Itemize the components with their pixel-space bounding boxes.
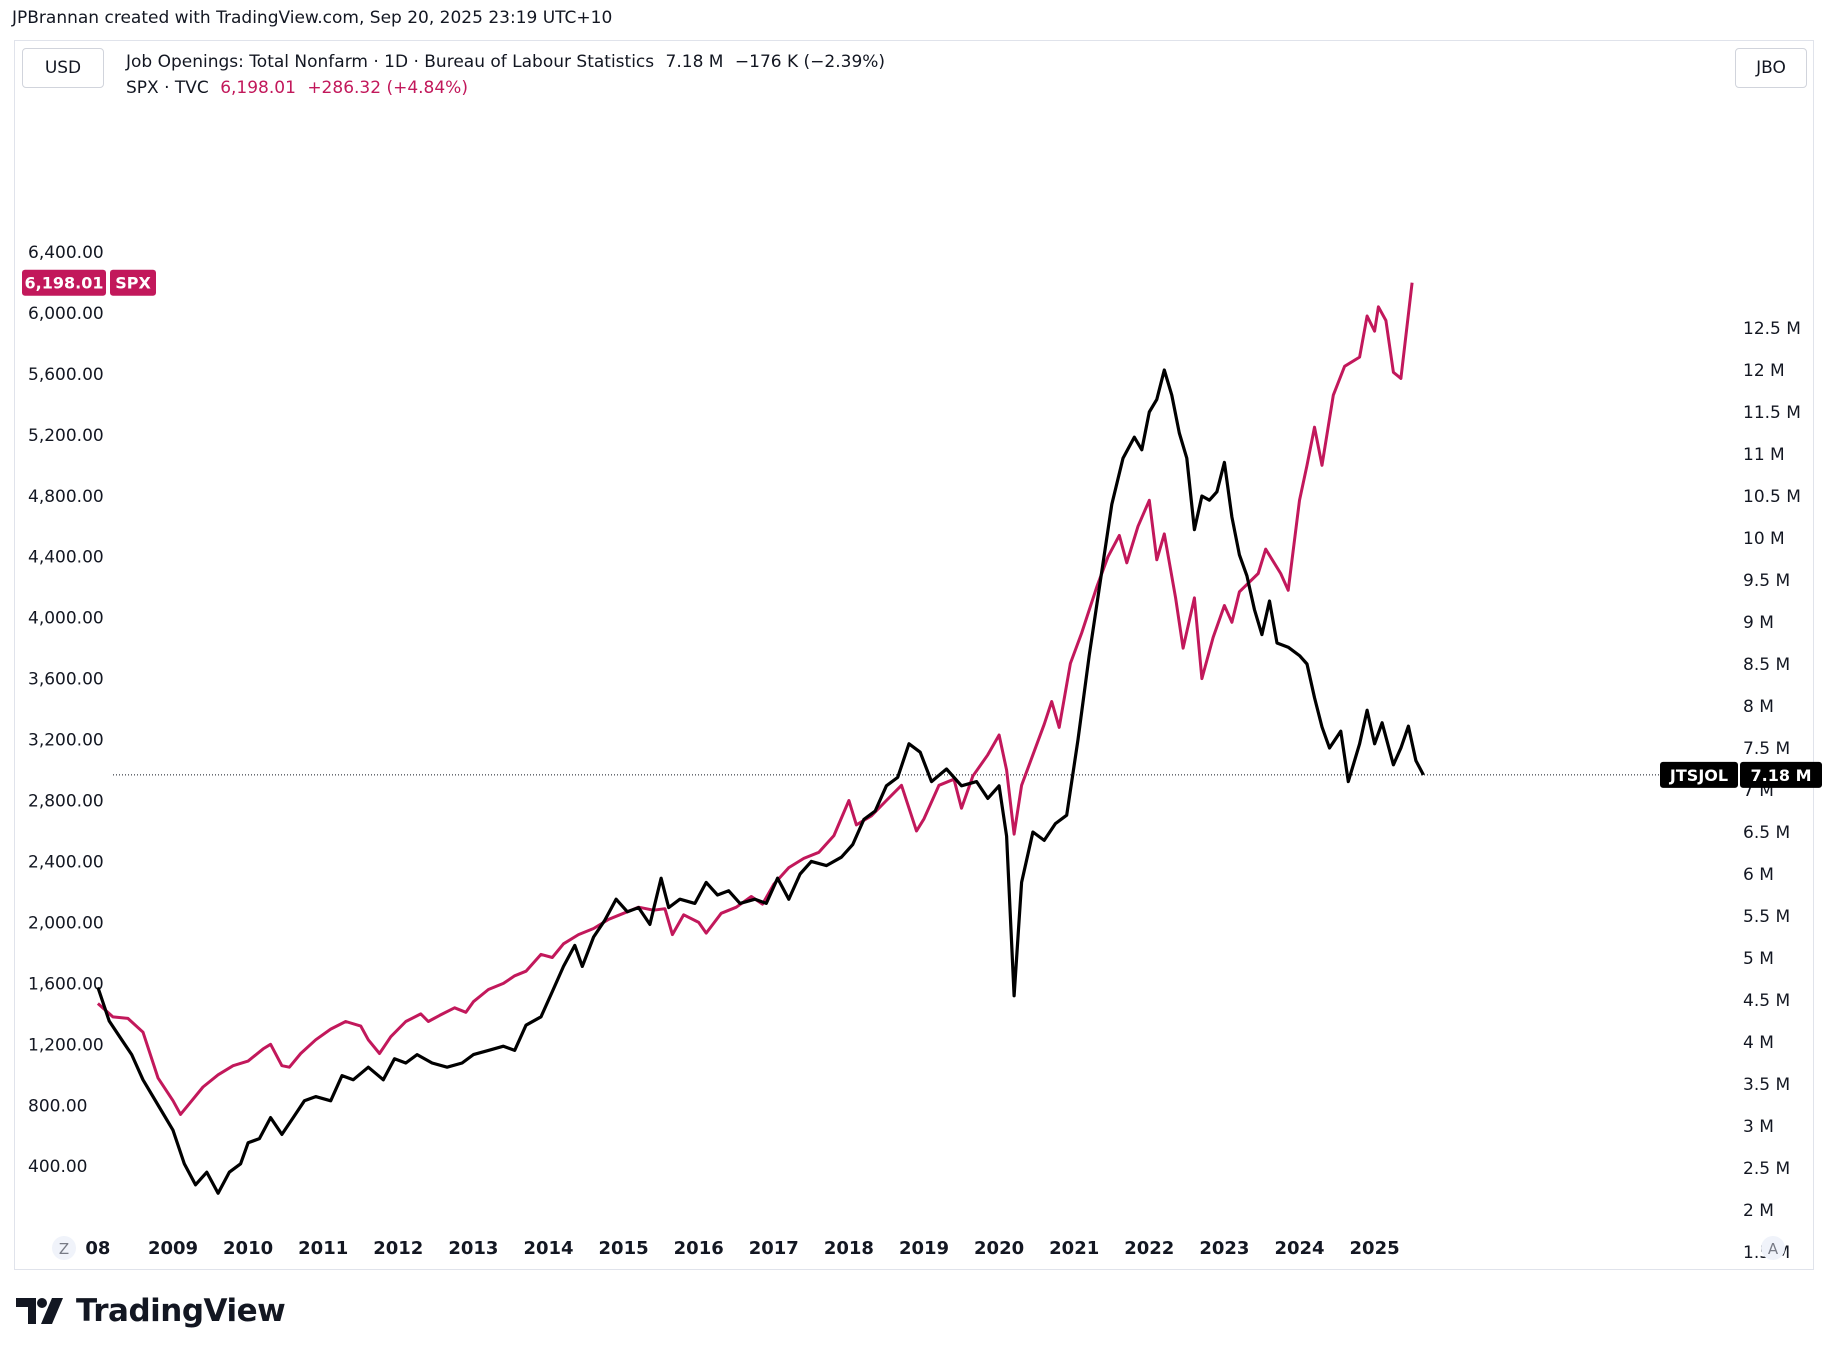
left-axis-tick-label: 5,600.00 [28, 365, 104, 385]
currency-button[interactable]: USD [22, 48, 104, 88]
tradingview-wordmark: TradingView [76, 1293, 286, 1329]
spx-series-line [96, 282, 1414, 1116]
jobs-symbol-tag-label: JTSJOL [1669, 766, 1728, 785]
left-axis-tick-label: 1,200.00 [28, 1035, 104, 1055]
left-axis-tick-label: 4,800.00 [28, 487, 104, 507]
left-axis-tick-label: 800.00 [28, 1096, 87, 1116]
tradingview-logo-icon [16, 1298, 63, 1324]
x-axis-tick-label: 2015 [599, 1238, 649, 1259]
left-axis-tick-label: 5,200.00 [28, 426, 104, 446]
x-axis-tick-label: 2022 [1124, 1238, 1174, 1259]
left-axis-tick-label: 3,600.00 [28, 670, 104, 690]
right-axis-tick-label: 8 M [1743, 697, 1774, 717]
right-axis-tick-label: 9 M [1743, 613, 1774, 633]
x-axis-tick-label: 2012 [373, 1238, 423, 1259]
x-axis-tick-label: 2020 [974, 1238, 1024, 1259]
log-scale-toggle-label: Z [59, 1240, 69, 1258]
right-axis-tick-label: 11.5 M [1743, 403, 1801, 423]
chart-panel [14, 40, 1814, 1270]
right-axis-tick-label: 10 M [1743, 529, 1785, 549]
right-axis-tick-label: 7.5 M [1743, 739, 1790, 759]
spx-price-tag [22, 269, 106, 296]
x-axis-tick-label: 2009 [148, 1238, 198, 1259]
left-axis-tick-label: 4,400.00 [28, 548, 104, 568]
x-axis-tick-label: 2013 [448, 1238, 498, 1259]
x-axis-tick-label: 2017 [749, 1238, 799, 1259]
job-openings-series-line [96, 368, 1425, 1195]
left-axis-tick-label: 3,200.00 [28, 731, 104, 751]
x-axis-tick-label: 2021 [1049, 1238, 1099, 1259]
auto-scale-toggle [1761, 1236, 1785, 1260]
scale-button[interactable]: JBO [1735, 48, 1807, 88]
x-axis-tick-label: 2023 [1199, 1238, 1249, 1259]
right-axis-tick-label: 5.5 M [1743, 907, 1790, 927]
right-axis-tick-label: 2 M [1743, 1201, 1774, 1221]
x-axis-tick-label: 2018 [824, 1238, 874, 1259]
right-axis-tick-label: 3.5 M [1743, 1075, 1790, 1095]
legend-jobs-change: −176 K (−2.39%) [734, 52, 886, 72]
left-axis-tick-label: 2,000.00 [28, 913, 104, 933]
spx-symbol-tag-label: SPX [115, 274, 151, 293]
right-axis-tick-label: 4.5 M [1743, 991, 1790, 1011]
left-axis-tick-label: 2,800.00 [28, 792, 104, 812]
x-axis-tick-label: 2024 [1274, 1238, 1324, 1259]
left-axis-tick-label: 400.00 [28, 1157, 87, 1177]
x-axis-tick-label: 2025 [1350, 1238, 1400, 1259]
auto-scale-toggle-label: A [1768, 1240, 1779, 1258]
left-axis-tick-label: 1,600.00 [28, 974, 104, 994]
right-axis-tick-label: 10.5 M [1743, 487, 1801, 507]
right-axis-tick-label: 3 M [1743, 1117, 1774, 1137]
x-axis-tick-label: 2019 [899, 1238, 949, 1259]
left-axis-tick-label: 6,000.00 [28, 304, 104, 324]
spx-symbol-tag [110, 269, 156, 296]
legend-jobs-value: 7.18 M [665, 52, 724, 72]
legend-spx-value: 6,198.01 [220, 78, 296, 98]
legend-jobs[interactable]: Job Openings: Total Nonfarm · 1D · Burea… [126, 52, 891, 72]
x-axis-tick-label: 08 [85, 1238, 110, 1259]
right-axis-tick-label: 11 M [1743, 445, 1785, 465]
x-axis-tick-label: 2010 [223, 1238, 273, 1259]
left-axis-tick-label: 4,000.00 [28, 609, 104, 629]
x-axis-tick-label: 2016 [674, 1238, 724, 1259]
legend-spx[interactable]: SPX · TVC 6,198.01 +286.32 (+4.84%) [126, 78, 474, 98]
right-axis-tick-label: 4 M [1743, 1033, 1774, 1053]
x-axis-tick-label: 2014 [523, 1238, 573, 1259]
right-axis-tick-label: 5 M [1743, 949, 1774, 969]
jobs-value-tag-label: 7.18 M [1751, 766, 1812, 785]
right-axis-tick-label: 9.5 M [1743, 571, 1790, 591]
spx-price-tag-label: 6,198.01 [25, 274, 104, 293]
jobs-value-tag [1740, 761, 1822, 788]
x-axis-tick-label: 2011 [298, 1238, 348, 1259]
left-axis-tick-label: 2,400.00 [28, 852, 104, 872]
right-axis-tick-label: 2.5 M [1743, 1159, 1790, 1179]
tradingview-logo: TradingView [16, 1293, 286, 1329]
legend-spx-change: +286.32 (+4.84%) [307, 78, 468, 98]
legend-spx-name: SPX · TVC [126, 78, 209, 98]
right-axis-tick-label: 6.5 M [1743, 823, 1790, 843]
left-axis-tick-label: 6,400.00 [28, 243, 104, 263]
jobs-symbol-tag [1660, 761, 1738, 788]
right-axis-tick-label: 8.5 M [1743, 655, 1790, 675]
log-scale-toggle [52, 1236, 76, 1260]
right-axis-tick-label: 12 M [1743, 361, 1785, 381]
legend-jobs-name: Job Openings: Total Nonfarm · 1D · Burea… [126, 52, 655, 72]
right-axis-tick-label: 6 M [1743, 865, 1774, 885]
chart-credit: JPBrannan created with TradingView.com, … [12, 8, 613, 28]
right-axis-tick-label: 12.5 M [1743, 319, 1801, 339]
